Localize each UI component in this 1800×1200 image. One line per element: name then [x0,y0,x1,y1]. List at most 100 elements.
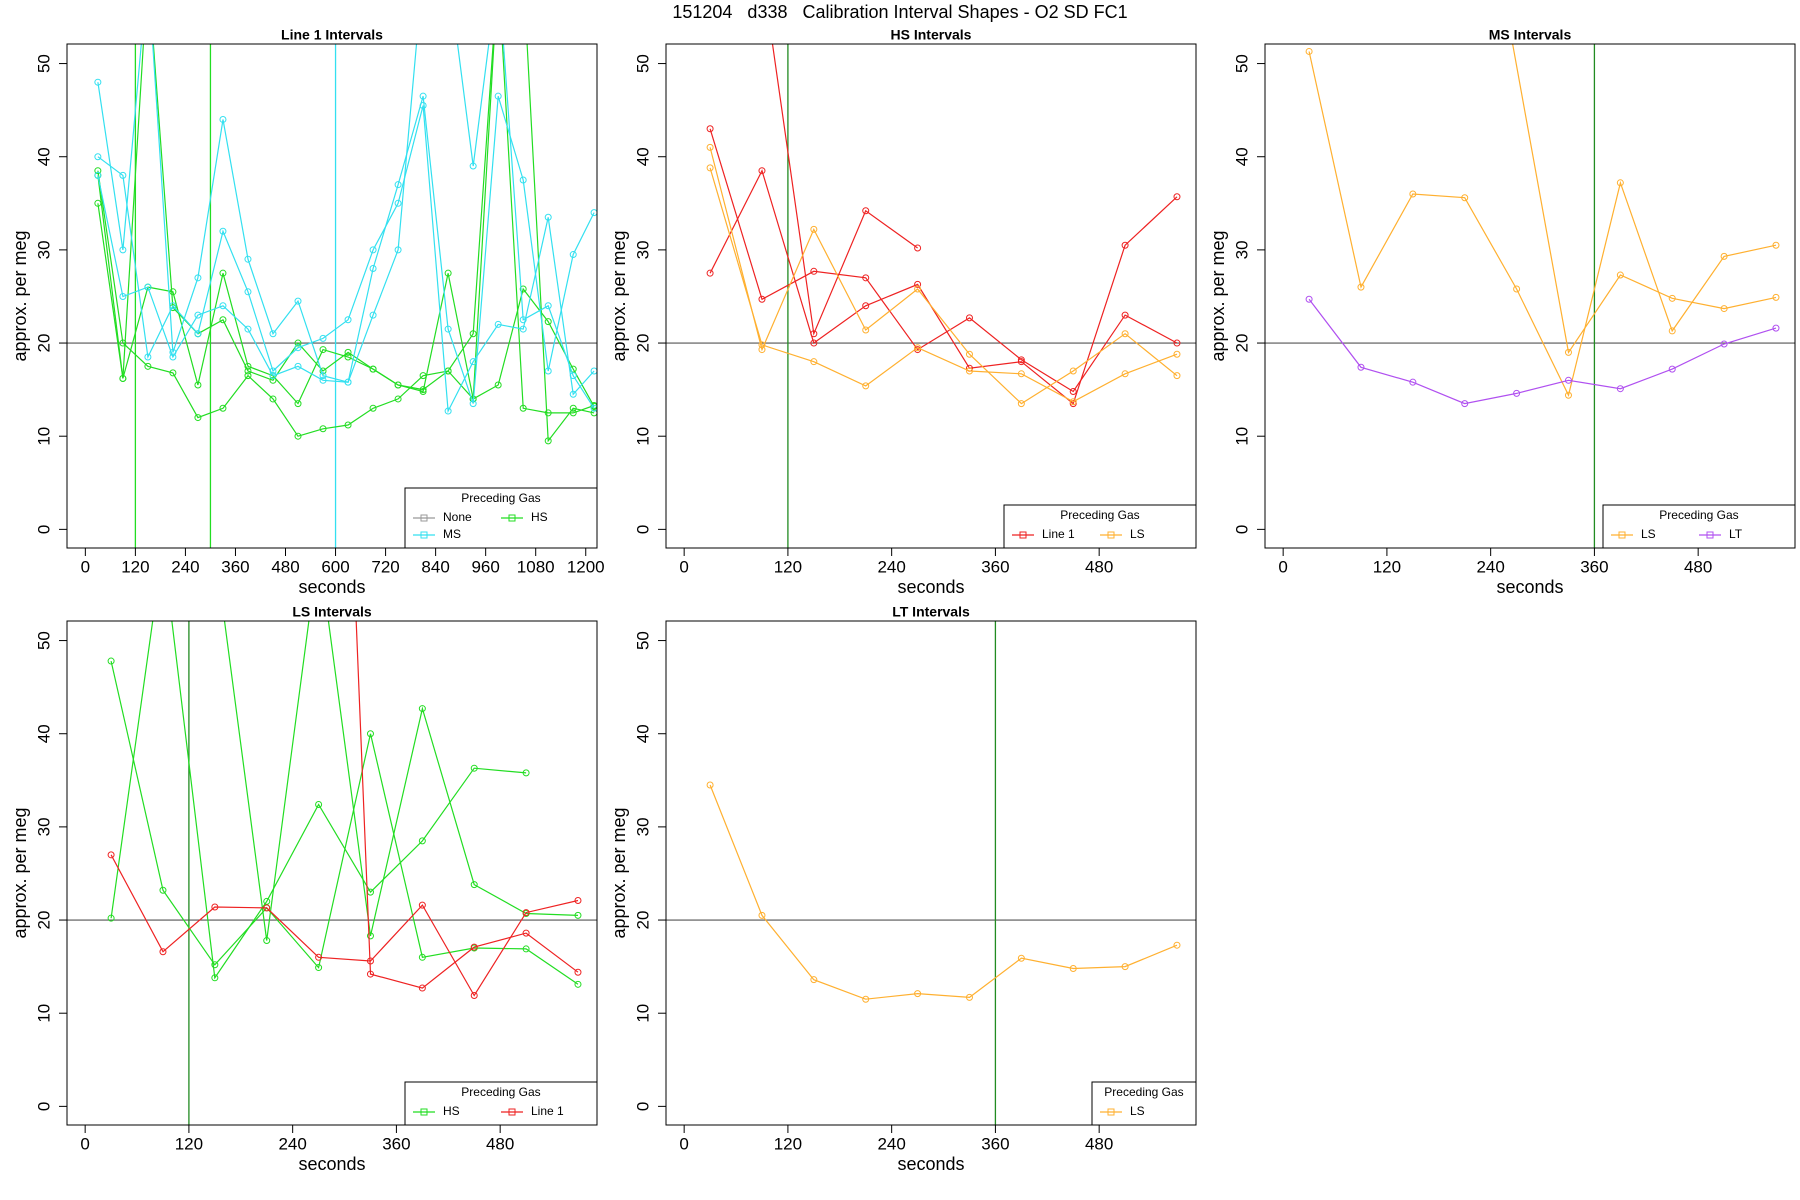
y-tick-label: 20 [1232,334,1251,353]
data-point [144,362,152,370]
data-point [369,365,377,373]
legend-box [1602,504,1796,549]
panel-title: MS Intervals [1489,27,1572,43]
x-tick-label: 360 [221,557,249,576]
y-tick-label: 20 [633,911,652,930]
data-point [269,376,277,384]
data-point [1121,370,1129,378]
x-tick-label: 480 [486,1134,514,1153]
data-point [1564,391,1572,399]
data-point [469,358,477,366]
data-point [319,334,327,342]
data-point [469,330,477,338]
series-line [1512,44,1777,354]
series-line [110,854,579,997]
panel-title: Line 1 Intervals [281,27,383,43]
x-tick-label: 360 [382,1134,410,1153]
legend-title: Preceding Gas [1104,1085,1183,1099]
data-point [119,292,127,300]
data-point [219,115,227,123]
data-point [810,267,818,275]
series-line [709,784,1178,1000]
legend-swatch-marker [1107,1108,1115,1116]
data-point [169,302,177,310]
data-point [965,993,973,1001]
x-tick-label: 0 [679,1134,688,1153]
y-tick-label: 0 [633,1102,652,1111]
data-point [444,325,452,333]
panel: MS Intervals 0 120 240 360 480 0 10 20 30 40 50 seco… [1208,27,1796,597]
data-point [544,213,552,221]
data-point [194,330,202,338]
series-line [97,44,595,409]
data-point [244,372,252,380]
x-tick-label: 240 [877,1134,905,1153]
y-tick-label: 10 [1232,427,1251,446]
data-point [319,372,327,380]
x-tick-label: 960 [471,557,499,576]
data-point [470,764,478,772]
series-line [709,169,1178,405]
data-point [1305,47,1313,55]
y-tick-label: 40 [633,724,652,743]
data-point [810,358,818,366]
data-point [758,911,766,919]
data-point [319,346,327,354]
data-point [469,162,477,170]
data-point [810,225,818,233]
data-point [244,255,252,263]
data-point [706,143,714,151]
data-point [269,395,277,403]
y-tick-label: 50 [633,54,652,73]
data-point [706,164,714,172]
data-point [319,376,327,384]
y-tick-label: 30 [34,240,53,259]
y-axis-label: approx. per meg [609,230,629,361]
x-tick-label: 120 [1373,557,1401,576]
data-point [315,953,323,961]
data-point [344,316,352,324]
series-line [709,128,1178,393]
y-tick-label: 0 [34,525,53,534]
data-point [914,344,922,352]
x-axis-label: seconds [897,1154,964,1174]
data-point [590,209,597,217]
x-tick-label: 1200 [567,557,605,576]
data-point [470,881,478,889]
data-point [419,387,427,395]
legend-swatch-marker [420,514,428,522]
data-point [569,390,577,398]
data-point [569,251,577,259]
data-point [160,544,166,550]
data-point [194,381,202,389]
plot-area [67,44,597,548]
data-point [914,285,922,293]
data-point [1017,370,1025,378]
data-point [107,657,115,665]
data-point [211,974,219,982]
legend-title: Preceding Gas [461,491,540,505]
data-point [144,353,152,361]
legend-title: Preceding Gas [1659,508,1738,522]
x-tick-label: 360 [981,1134,1009,1153]
data-point [1513,285,1521,293]
data-point [444,269,452,277]
data-point [1357,363,1365,371]
y-tick-label: 20 [34,911,53,930]
panel: Line 1 Intervals 0 120 240 360 480 600 720 840 96… [10,27,605,597]
x-tick-label: 360 [1580,557,1608,576]
data-point [590,367,597,375]
y-tick-label: 40 [1232,147,1251,166]
data-point [94,167,102,175]
plot-frame [66,43,598,549]
data-point [366,932,374,940]
data-point [494,320,502,328]
data-point [965,350,973,358]
figure-title: 151204 d338 Calibration Interval Shapes … [672,2,1127,22]
data-point [1616,271,1624,279]
y-tick-label: 0 [633,525,652,534]
data-point [394,199,402,207]
data-point [394,181,402,189]
data-point [294,362,302,370]
data-point [965,367,973,375]
